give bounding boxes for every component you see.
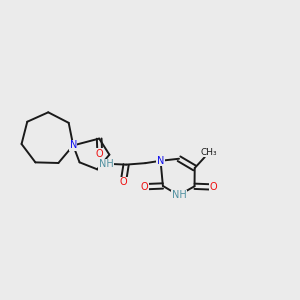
Text: O: O <box>96 149 103 159</box>
Text: O: O <box>210 182 218 192</box>
Text: O: O <box>120 177 127 187</box>
Text: CH₃: CH₃ <box>200 148 217 157</box>
Text: N: N <box>70 140 77 150</box>
Text: NH: NH <box>99 159 113 169</box>
Text: N: N <box>157 156 164 166</box>
Text: NH: NH <box>172 190 187 200</box>
Text: O: O <box>140 182 148 191</box>
